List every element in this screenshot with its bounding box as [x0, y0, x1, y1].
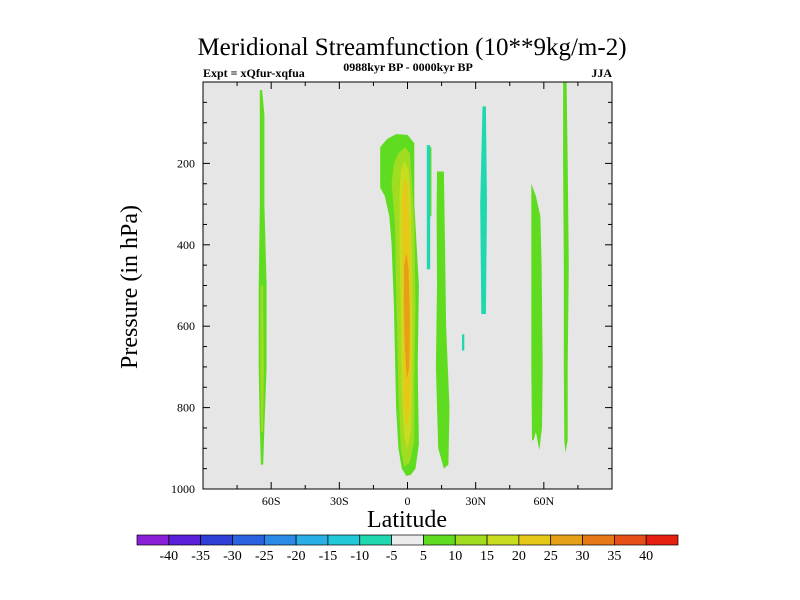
- chart-title: Meridional Streamfunction (10**9kg/m-2): [197, 34, 626, 61]
- x-tick-label: 60N: [533, 494, 554, 508]
- colorbar-swatch: [263, 534, 297, 546]
- colorbar-label: -15: [319, 549, 338, 564]
- colorbar-label: -10: [350, 549, 369, 564]
- time-range-label: 0988kyr BP - 0000kyr BP: [343, 60, 473, 74]
- colorbar-swatch: [168, 534, 201, 546]
- colorbar-swatch: [232, 534, 265, 546]
- colorbar-swatch: [486, 534, 520, 546]
- y-tick-label: 200: [177, 156, 195, 170]
- y-tick-label: 400: [177, 238, 195, 252]
- contour-region-nh-polar-band: [563, 82, 569, 453]
- colorbar-label: -20: [287, 549, 306, 564]
- x-tick-label: 30N: [465, 494, 486, 508]
- colorbar-label: -40: [159, 549, 178, 564]
- colorbar: -40 -35 -30 -25 -20 -15 -10 -5 5 10 15 20 25 30 35 40: [136, 534, 679, 564]
- x-tick-label: 30S: [330, 494, 349, 508]
- colorbar-swatch: [295, 534, 329, 546]
- contour-region-neg-dot: [462, 334, 465, 351]
- y-axis: 200 400 600 800 1000: [171, 81, 612, 496]
- colorbar-swatch: [136, 534, 170, 546]
- x-axis: 60S 30S 0 30N 60N: [202, 82, 613, 508]
- colorbar-label: 20: [512, 549, 526, 564]
- contour-region-sh-polar-core: [260, 285, 264, 432]
- season-label: JJA: [591, 66, 612, 80]
- x-tick-label: 60S: [262, 494, 281, 508]
- colorbar-label: 5: [420, 549, 427, 564]
- colorbar-label: 35: [607, 549, 621, 564]
- colorbar-label: 30: [576, 549, 590, 564]
- contour-region-ne-tall-green: [435, 171, 450, 469]
- colorbar-label: 15: [480, 549, 494, 564]
- colorbar-label: -30: [223, 549, 242, 564]
- contour-region-neg-strip-b: [480, 106, 487, 315]
- colorbar-swatch: [582, 534, 615, 546]
- colorbar-swatch: [518, 534, 552, 546]
- colorbar-swatch: [423, 534, 456, 546]
- contour-region-nh-mid-band: [531, 183, 543, 451]
- plot-area: 200 400 600 800 1000 60S 30S 0 30N 60N: [171, 81, 613, 508]
- contour-region-neg-strip-a: [426, 145, 431, 270]
- colorbar-label: -5: [386, 549, 398, 564]
- colorbar-swatch: [645, 534, 679, 546]
- colorbar-swatch: [614, 534, 647, 546]
- y-tick-label: 600: [177, 319, 195, 333]
- colorbar-label: -25: [255, 549, 274, 564]
- colorbar-label: 40: [639, 549, 653, 564]
- colorbar-swatch: [200, 534, 233, 546]
- colorbar-swatch: [454, 534, 488, 546]
- colorbar-swatch: [550, 534, 583, 546]
- y-tick-label: 800: [177, 401, 195, 415]
- experiment-label: Expt = xQfur-xqfua: [203, 66, 305, 80]
- colorbar-swatch: [391, 534, 424, 546]
- contour-regions: [258, 82, 569, 476]
- x-tick-label: 0: [405, 494, 411, 508]
- colorbar-swatch: [359, 534, 392, 546]
- colorbar-label: 10: [448, 549, 462, 564]
- colorbar-label: -35: [191, 549, 210, 564]
- y-tick-label: 1000: [171, 482, 195, 496]
- y-axis-label: Pressure (in hPa): [117, 205, 143, 369]
- colorbar-label: 25: [544, 549, 558, 564]
- contour-region-eq-cell-25: [403, 252, 410, 380]
- colorbar-swatch: [327, 534, 361, 546]
- x-axis-label: Latitude: [367, 507, 447, 533]
